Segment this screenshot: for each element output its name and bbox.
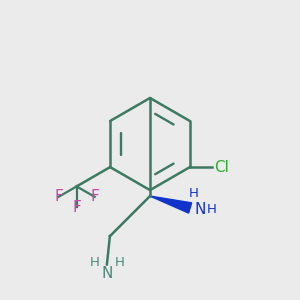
Text: Cl: Cl bbox=[214, 160, 229, 175]
Text: F: F bbox=[90, 189, 99, 204]
Text: H: H bbox=[206, 203, 216, 216]
Text: N: N bbox=[195, 202, 206, 217]
Text: F: F bbox=[72, 200, 81, 215]
Text: H: H bbox=[90, 256, 100, 269]
Text: F: F bbox=[54, 189, 63, 204]
Text: H: H bbox=[114, 256, 124, 269]
Text: N: N bbox=[101, 266, 112, 281]
Polygon shape bbox=[150, 196, 192, 213]
Text: H: H bbox=[189, 187, 199, 200]
